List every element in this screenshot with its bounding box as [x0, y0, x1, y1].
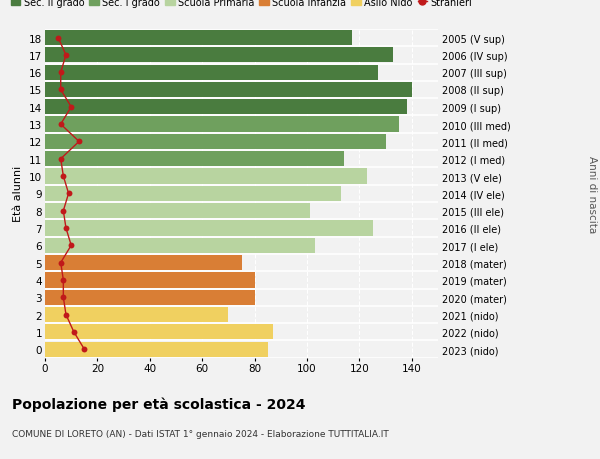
Point — [56, 121, 65, 129]
Bar — [45, 221, 373, 236]
Bar — [45, 169, 367, 184]
Bar — [45, 48, 394, 63]
Text: COMUNE DI LORETO (AN) - Dati ISTAT 1° gennaio 2024 - Elaborazione TUTTITALIA.IT: COMUNE DI LORETO (AN) - Dati ISTAT 1° ge… — [12, 429, 389, 438]
Point — [59, 294, 68, 301]
Bar — [45, 186, 341, 202]
Legend: Sec. II grado, Sec. I grado, Scuola Primaria, Scuola Infanzia, Asilo Nido, Stran: Sec. II grado, Sec. I grado, Scuola Prim… — [11, 0, 472, 8]
Point — [59, 207, 68, 215]
Bar — [45, 307, 229, 322]
Bar — [45, 238, 315, 253]
Bar — [45, 255, 241, 271]
Bar — [45, 152, 344, 167]
Bar — [45, 325, 273, 340]
Bar — [45, 83, 412, 98]
Point — [56, 156, 65, 163]
Point — [69, 329, 79, 336]
Bar — [45, 66, 378, 81]
Bar — [45, 134, 386, 150]
Point — [67, 104, 76, 111]
Y-axis label: Età alunni: Età alunni — [13, 166, 23, 222]
Bar — [45, 342, 268, 357]
Point — [61, 225, 71, 232]
Point — [80, 346, 89, 353]
Bar — [45, 273, 254, 288]
Point — [53, 35, 63, 42]
Point — [59, 277, 68, 284]
Point — [67, 242, 76, 249]
Point — [61, 52, 71, 59]
Point — [59, 173, 68, 180]
Point — [74, 139, 84, 146]
Text: Anni di nascita: Anni di nascita — [587, 156, 597, 232]
Bar — [45, 204, 310, 219]
Point — [56, 259, 65, 267]
Text: Popolazione per età scolastica - 2024: Popolazione per età scolastica - 2024 — [12, 397, 305, 412]
Bar — [45, 100, 407, 115]
Bar — [45, 117, 398, 133]
Bar — [45, 290, 254, 305]
Point — [56, 69, 65, 77]
Point — [61, 311, 71, 319]
Point — [56, 87, 65, 94]
Bar — [45, 31, 352, 46]
Point — [64, 190, 73, 197]
